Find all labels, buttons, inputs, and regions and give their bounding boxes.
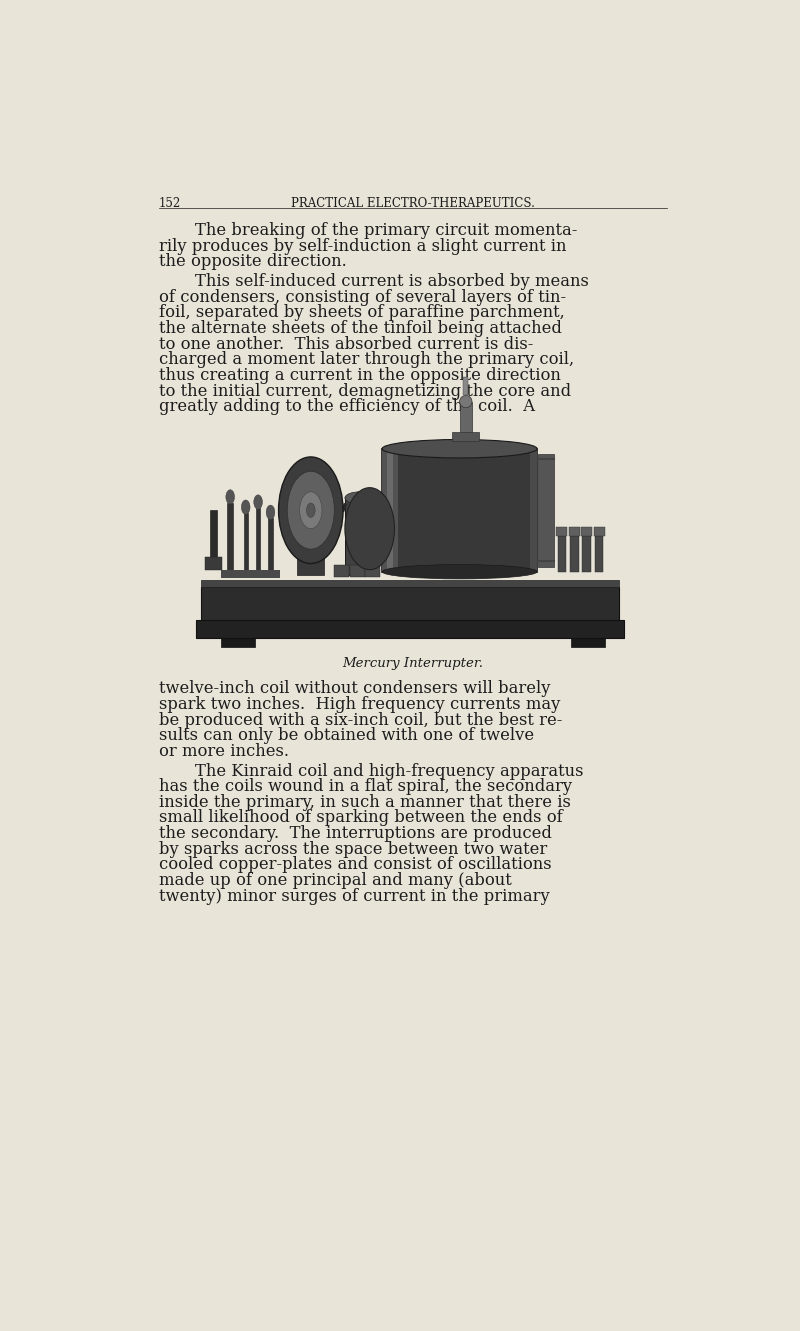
Text: be produced with a six-inch coil, but the best re-: be produced with a six-inch coil, but th… — [159, 712, 562, 728]
Circle shape — [287, 471, 334, 550]
Bar — [268, 518, 273, 575]
Circle shape — [226, 490, 234, 504]
Bar — [459, 402, 472, 433]
Text: the opposite direction.: the opposite direction. — [159, 253, 346, 270]
Circle shape — [266, 504, 275, 519]
Circle shape — [300, 491, 322, 528]
Bar — [538, 454, 554, 567]
Text: thus creating a current in the opposite direction: thus creating a current in the opposite … — [159, 367, 561, 385]
Bar — [243, 514, 248, 575]
Bar — [345, 498, 376, 575]
Bar — [571, 636, 606, 647]
Bar — [206, 558, 222, 570]
Text: Mercury Interrupter.: Mercury Interrupter. — [342, 656, 483, 669]
Bar — [452, 433, 479, 441]
Text: The breaking of the primary circuit momenta-: The breaking of the primary circuit mome… — [195, 222, 578, 240]
Text: small likelihood of sparking between the ends of: small likelihood of sparking between the… — [159, 809, 562, 827]
Bar — [201, 580, 619, 587]
Bar — [382, 449, 537, 572]
Bar — [196, 620, 624, 639]
Ellipse shape — [345, 491, 376, 504]
Bar — [556, 527, 567, 536]
Text: the secondary.  The interruptions are produced: the secondary. The interruptions are pro… — [159, 825, 552, 843]
Bar — [350, 564, 365, 576]
Text: inside the primary, in such a manner that there is: inside the primary, in such a manner tha… — [159, 793, 570, 811]
Bar — [558, 536, 566, 572]
Bar — [221, 570, 239, 578]
Circle shape — [278, 457, 343, 563]
Text: or more inches.: or more inches. — [159, 743, 289, 760]
Bar — [582, 536, 591, 572]
Text: by sparks across the space between two water: by sparks across the space between two w… — [159, 841, 547, 857]
Text: spark two inches.  High frequency currents may: spark two inches. High frequency current… — [159, 696, 560, 713]
Bar — [581, 527, 592, 536]
Circle shape — [345, 487, 394, 570]
Ellipse shape — [382, 564, 537, 579]
Bar — [249, 570, 267, 578]
Ellipse shape — [459, 395, 472, 407]
Bar — [570, 536, 578, 572]
Bar — [594, 536, 603, 572]
Bar — [227, 503, 233, 575]
Text: charged a moment later through the primary coil,: charged a moment later through the prima… — [159, 351, 574, 369]
Text: The Kinraid coil and high-frequency apparatus: The Kinraid coil and high-frequency appa… — [195, 763, 583, 780]
Text: cooled copper-plates and consist of oscillations: cooled copper-plates and consist of osci… — [159, 856, 551, 873]
Bar — [237, 570, 255, 578]
Text: 152: 152 — [159, 197, 181, 210]
Bar — [262, 570, 280, 578]
Bar — [530, 449, 537, 572]
Text: to the initial current, demagnetizing the core and: to the initial current, demagnetizing th… — [159, 382, 571, 399]
Bar — [256, 508, 260, 575]
Bar — [387, 449, 394, 572]
Text: twelve-inch coil without condensers will barely: twelve-inch coil without condensers will… — [159, 680, 550, 697]
Text: to one another.  This absorbed current is dis-: to one another. This absorbed current is… — [159, 335, 534, 353]
Text: has the coils wound in a flat spiral, the secondary: has the coils wound in a flat spiral, th… — [159, 779, 572, 795]
Ellipse shape — [382, 439, 537, 458]
Circle shape — [254, 495, 262, 510]
Text: twenty) minor surges of current in the primary: twenty) minor surges of current in the p… — [159, 888, 550, 905]
Bar — [382, 449, 398, 572]
Bar — [210, 510, 217, 562]
Bar — [221, 636, 255, 647]
Text: PRACTICAL ELECTRO-THERAPEUTICS.: PRACTICAL ELECTRO-THERAPEUTICS. — [291, 197, 535, 210]
Circle shape — [306, 503, 315, 518]
Circle shape — [242, 500, 250, 514]
Text: the alternate sheets of the tinfoil being attached: the alternate sheets of the tinfoil bein… — [159, 321, 562, 337]
Text: foil, separated by sheets of paraffine parchment,: foil, separated by sheets of paraffine p… — [159, 305, 565, 322]
Bar — [594, 527, 605, 536]
Bar — [366, 564, 380, 576]
Text: This self-induced current is absorbed by means: This self-induced current is absorbed by… — [195, 273, 589, 290]
Text: greatly adding to the efficiency of the coil.  A: greatly adding to the efficiency of the … — [159, 398, 535, 415]
Bar — [297, 539, 325, 575]
Text: rily produces by self-induction a slight current in: rily produces by self-induction a slight… — [159, 238, 566, 254]
Bar — [201, 587, 619, 620]
Text: sults can only be obtained with one of twelve: sults can only be obtained with one of t… — [159, 727, 534, 744]
Bar — [159, 429, 667, 648]
Bar — [463, 377, 468, 395]
Bar — [569, 527, 580, 536]
Text: of condensers, consisting of several layers of tin-: of condensers, consisting of several lay… — [159, 289, 566, 306]
Text: made up of one principal and many (about: made up of one principal and many (about — [159, 872, 512, 889]
Bar — [334, 564, 350, 576]
